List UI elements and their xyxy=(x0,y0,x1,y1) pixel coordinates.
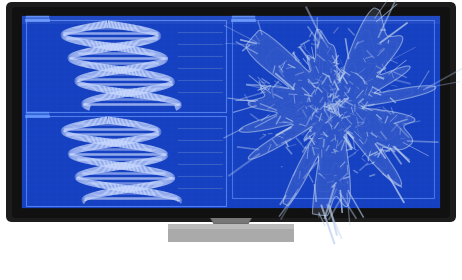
Bar xyxy=(168,224,294,229)
Polygon shape xyxy=(239,8,436,216)
Bar xyxy=(168,224,294,242)
FancyBboxPatch shape xyxy=(12,7,450,218)
Bar xyxy=(26,20,226,112)
Bar xyxy=(22,16,440,24)
Bar xyxy=(232,20,434,198)
Bar xyxy=(26,116,226,206)
Polygon shape xyxy=(204,208,258,224)
FancyBboxPatch shape xyxy=(6,2,456,222)
Bar xyxy=(22,16,440,208)
